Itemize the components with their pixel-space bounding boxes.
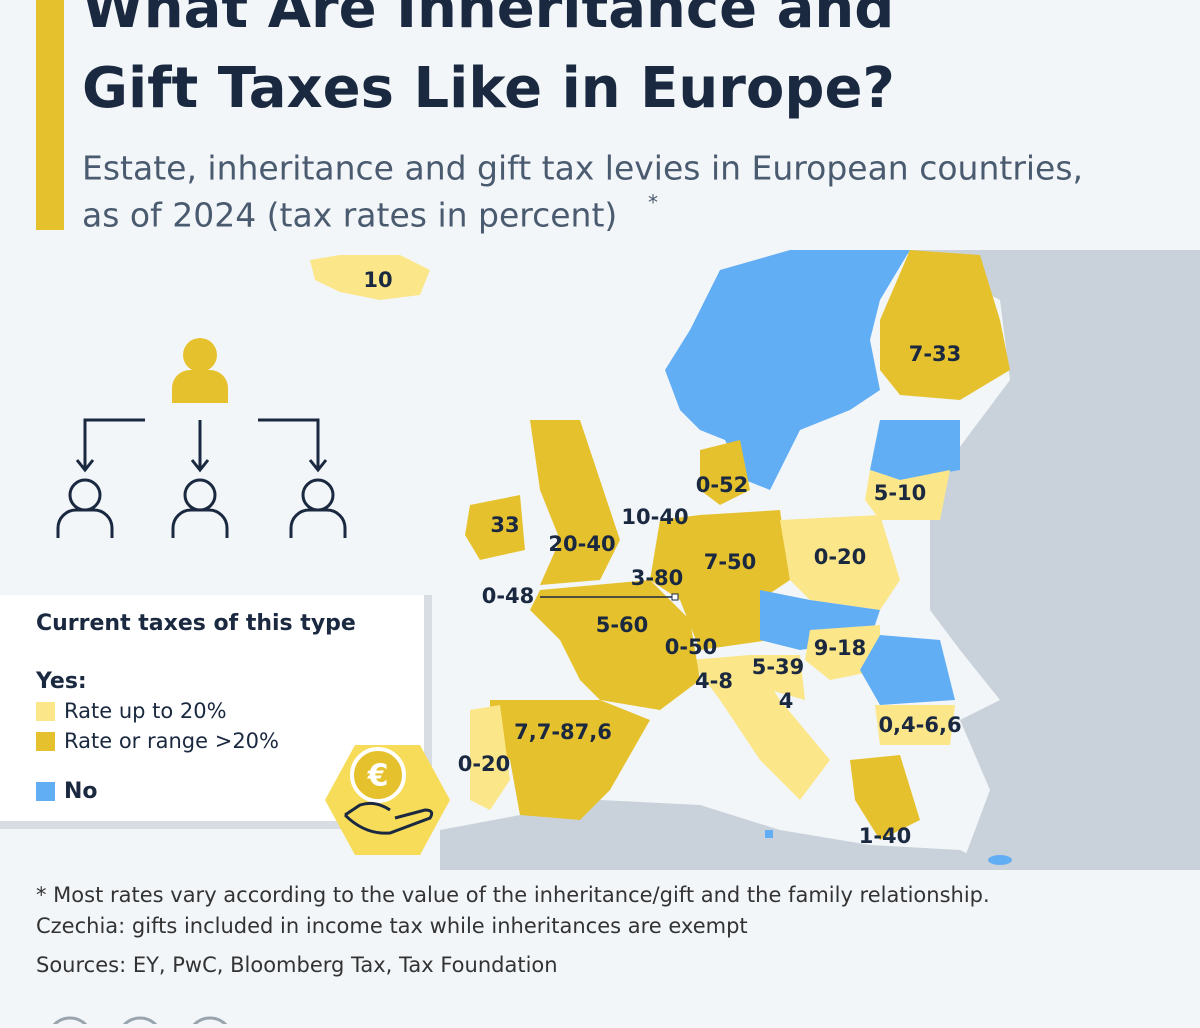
footer-icons xyxy=(49,1016,231,1028)
legend-swatch xyxy=(36,702,55,721)
map-label: 9-18 xyxy=(814,636,867,660)
map-label: 4-8 xyxy=(695,669,733,693)
title: Gift Taxes Like in Europe? xyxy=(82,56,895,121)
legend-label: No xyxy=(64,779,98,804)
map-label: 10-40 xyxy=(621,505,688,529)
poland xyxy=(780,515,900,610)
greece xyxy=(850,755,920,840)
uk xyxy=(530,420,620,585)
map-label: 1-40 xyxy=(859,824,912,848)
finland xyxy=(880,250,1010,400)
subtitle-mark: * xyxy=(648,191,658,215)
subtitle: as of 2024 (tax rates in percent) xyxy=(82,196,617,235)
legend-yes: Yes: xyxy=(35,669,87,694)
map-label: 7-50 xyxy=(704,550,757,574)
portugal xyxy=(470,705,510,810)
accent-bar xyxy=(36,0,64,230)
title: What Are Inheritance and xyxy=(82,0,894,41)
map-label: 10 xyxy=(363,268,392,292)
map-label: 0-20 xyxy=(458,752,511,776)
map-label: 5-60 xyxy=(596,613,649,637)
subtitle: Estate, inheritance and gift tax levies … xyxy=(82,149,1083,188)
map-label: 0-20 xyxy=(814,545,867,569)
map-label: 7,7-87,6 xyxy=(514,720,612,744)
legend-swatch xyxy=(36,732,55,751)
map-label: 20-40 xyxy=(548,532,615,556)
map-label: 3-80 xyxy=(631,566,684,590)
iceland xyxy=(310,255,430,300)
legend-title: Current taxes of this type xyxy=(36,611,356,636)
land-other xyxy=(900,250,1200,870)
malta xyxy=(765,830,773,838)
italy xyxy=(690,655,830,800)
map-label: 0-48 xyxy=(482,584,535,608)
romania xyxy=(860,635,955,705)
spain xyxy=(490,700,650,820)
map-label: 33 xyxy=(490,513,519,537)
map-label: 0,4-6,6 xyxy=(878,713,961,737)
heirs-icon xyxy=(56,338,347,538)
footnote: Czechia: gifts included in income tax wh… xyxy=(36,914,748,938)
scandinavia xyxy=(665,250,910,490)
lithuania xyxy=(865,470,950,520)
map-label: 0-52 xyxy=(696,473,749,497)
legend-swatch xyxy=(36,782,55,801)
map-label: 5-10 xyxy=(874,481,927,505)
footnote: * Most rates vary according to the value… xyxy=(36,883,990,907)
hungary xyxy=(805,625,880,680)
leader-dot xyxy=(671,593,679,601)
map-label: 4 xyxy=(779,689,794,713)
map-label: 7-33 xyxy=(909,342,962,366)
map-label: 0-50 xyxy=(665,635,718,659)
map-label: 5-39 xyxy=(752,655,805,679)
sources: Sources: EY, PwC, Bloomberg Tax, Tax Fou… xyxy=(36,953,558,977)
germany-benelux xyxy=(650,510,790,650)
cyprus xyxy=(988,855,1012,865)
france xyxy=(530,580,700,710)
ireland xyxy=(465,495,525,560)
baltics xyxy=(870,420,960,480)
legend-label: Rate or range >20% xyxy=(64,729,279,753)
denmark xyxy=(700,440,750,505)
svg-text:€: € xyxy=(367,759,389,794)
euro-icon: € xyxy=(325,745,450,855)
legend-label: Rate up to 20% xyxy=(64,699,227,723)
slovenia-croatia xyxy=(750,655,805,700)
bulgaria xyxy=(875,705,955,745)
